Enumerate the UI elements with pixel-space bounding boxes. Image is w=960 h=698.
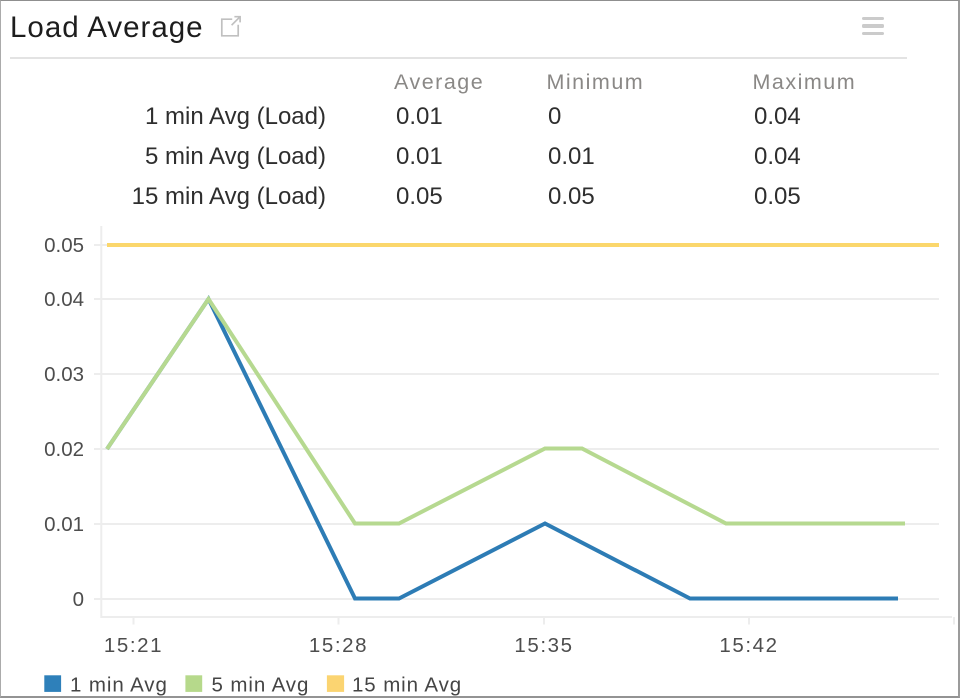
svg-text:15:42: 15:42	[719, 634, 778, 657]
svg-text:0: 0	[73, 588, 84, 611]
svg-text:0.02: 0.02	[44, 438, 84, 461]
svg-text:0.03: 0.03	[44, 363, 84, 386]
svg-text:15:21: 15:21	[104, 634, 163, 657]
svg-text:5 min Avg: 5 min Avg	[212, 674, 310, 697]
svg-text:15:35: 15:35	[514, 634, 573, 657]
svg-text:0.05: 0.05	[44, 234, 84, 257]
svg-text:0.01: 0.01	[44, 513, 84, 536]
svg-text:15:28: 15:28	[309, 634, 368, 657]
svg-text:0.04: 0.04	[44, 288, 84, 311]
svg-text:15 min Avg: 15 min Avg	[352, 674, 462, 697]
svg-text:1 min Avg: 1 min Avg	[70, 674, 168, 697]
